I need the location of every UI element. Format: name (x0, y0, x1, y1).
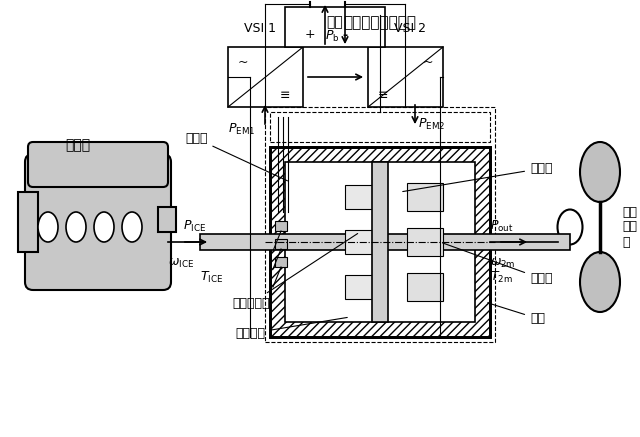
Bar (372, 162, 388, 322)
Bar (285, 7, 385, 47)
Bar (275, 221, 287, 231)
Text: $P_{\rm EM2}$: $P_{\rm EM2}$ (418, 117, 445, 132)
Text: $\omega_{\rm 2m}$: $\omega_{\rm 2m}$ (490, 257, 516, 270)
Ellipse shape (94, 212, 114, 242)
Bar (285, 162, 475, 322)
Text: $P_{\rm EM1}$: $P_{\rm EM1}$ (228, 122, 255, 137)
Text: -: - (342, 28, 348, 42)
Bar (407, 228, 443, 256)
Text: $\omega_{\rm ICE}$: $\omega_{\rm ICE}$ (168, 257, 194, 270)
Text: VSI 1: VSI 1 (244, 22, 276, 35)
Bar (345, 230, 385, 254)
Bar (270, 147, 490, 337)
Bar (275, 239, 287, 249)
Ellipse shape (557, 209, 582, 244)
Bar (345, 275, 385, 299)
Text: 永磁体: 永磁体 (185, 132, 287, 181)
Bar (18, 192, 38, 252)
Bar (407, 273, 443, 301)
Ellipse shape (122, 212, 142, 242)
Bar (228, 47, 303, 107)
Bar (270, 147, 490, 337)
FancyBboxPatch shape (25, 154, 171, 290)
Bar (275, 257, 287, 267)
Text: 双转子电机: 双转子电机 (232, 233, 358, 310)
Ellipse shape (38, 212, 58, 242)
Text: 复合结构永磁电机: 复合结构永磁电机 (344, 15, 417, 30)
Text: $P_{\rm b}$: $P_{\rm b}$ (324, 29, 339, 44)
Text: VSI 2: VSI 2 (394, 22, 426, 35)
Text: $T_{\rm ICE}$: $T_{\rm ICE}$ (200, 270, 223, 285)
Bar (158, 207, 176, 232)
Text: ≡: ≡ (280, 89, 291, 101)
Bar (270, 112, 490, 142)
Ellipse shape (580, 252, 620, 312)
Bar (265, 107, 495, 342)
Bar (407, 183, 443, 211)
Text: ~: ~ (423, 55, 433, 69)
Text: ~: ~ (237, 55, 248, 69)
Text: 主减
速齿
轮: 主减 速齿 轮 (622, 205, 637, 249)
Text: +: + (305, 28, 316, 42)
Bar (345, 185, 385, 209)
FancyBboxPatch shape (28, 142, 168, 187)
Text: 定子电机: 定子电机 (235, 317, 348, 340)
Text: 外转子: 外转子 (443, 243, 552, 285)
Text: 定子: 定子 (488, 303, 545, 325)
Text: $T_{\rm 2m}$: $T_{\rm 2m}$ (490, 270, 513, 285)
Ellipse shape (66, 212, 86, 242)
Ellipse shape (580, 142, 620, 202)
Text: 内燃机: 内燃机 (65, 138, 91, 152)
Text: ≡: ≡ (378, 89, 388, 101)
Text: $P_{\rm out}$: $P_{\rm out}$ (490, 219, 514, 234)
Bar (200, 234, 570, 250)
Text: 电池: 电池 (326, 15, 344, 29)
Bar (368, 47, 443, 107)
Text: $P_{\rm ICE}$: $P_{\rm ICE}$ (183, 219, 206, 234)
Text: 内转子: 内转子 (403, 162, 552, 191)
